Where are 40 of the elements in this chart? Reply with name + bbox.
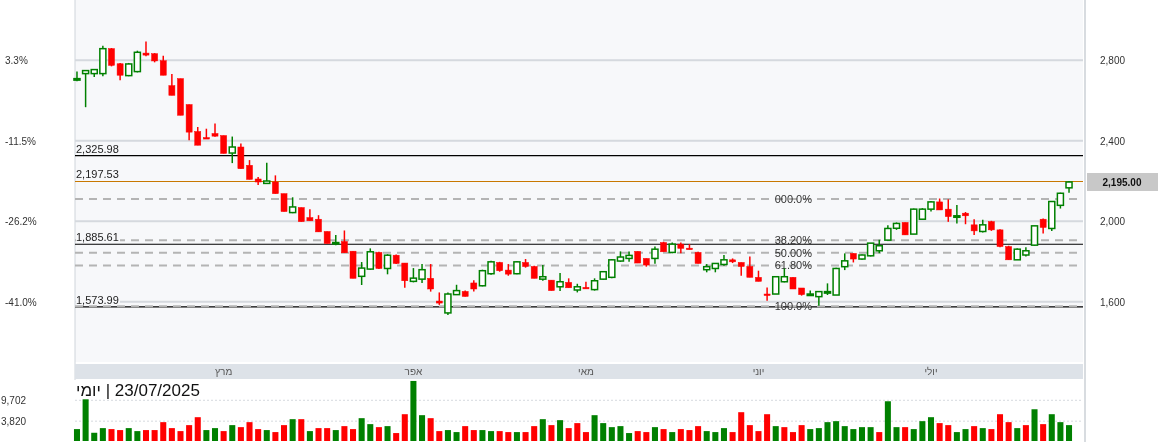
candlestick (332, 234, 340, 246)
y-tick-label: 2,400 (1100, 135, 1126, 147)
y2-tick-label: 3.3% (5, 55, 28, 67)
y2-tick-label: -41.0% (5, 296, 37, 308)
y-tick-label: 2,800 (1100, 55, 1126, 67)
y-tick-label: 1,600 (1100, 296, 1126, 308)
candlestick (357, 261, 366, 286)
annotation: 38.20% (774, 234, 813, 247)
candlestick (427, 263, 434, 293)
candlestick (539, 264, 547, 282)
annotation: 61.80% (774, 259, 813, 272)
x-tick-label: מאי (578, 366, 594, 377)
candlestick (763, 286, 771, 302)
candlestick (1030, 225, 1039, 247)
y2-tick-label: -26.2% (5, 216, 37, 228)
ref-line-label: 1,573.99 (76, 293, 119, 306)
candlestick (228, 135, 237, 164)
y-tick-label: 2,000 (1100, 216, 1126, 228)
candlestick (366, 247, 375, 271)
candlestick (953, 204, 961, 225)
x-tick-label: מרץ (215, 366, 233, 377)
annotation: 50.00% (774, 246, 813, 259)
x-tick-label: יוני (752, 366, 765, 377)
annotation: 100.0% (774, 300, 813, 313)
ref-line-label: 2,197.53 (76, 168, 119, 181)
x-tick-label: יולי (924, 366, 938, 377)
chart-title: 23/07/2025 | יומי (76, 381, 200, 400)
annotation: 000.0% (774, 193, 813, 206)
candlestick (159, 54, 167, 76)
x-tick-label: אפר (404, 366, 423, 377)
y2-tick-label: -11.5% (5, 135, 37, 147)
ref-line-label: 2,325.98 (76, 142, 119, 155)
candlestick (944, 198, 952, 223)
candlestick (383, 253, 392, 276)
y-tick-label: 9,702 (1, 395, 27, 407)
text: 2,195.00 (1102, 177, 1142, 189)
candlestick (582, 281, 590, 290)
y-tick-label: 3,820 (1, 416, 27, 428)
candlestick (263, 161, 271, 185)
ref-line-label: 1,885.61 (76, 231, 119, 244)
